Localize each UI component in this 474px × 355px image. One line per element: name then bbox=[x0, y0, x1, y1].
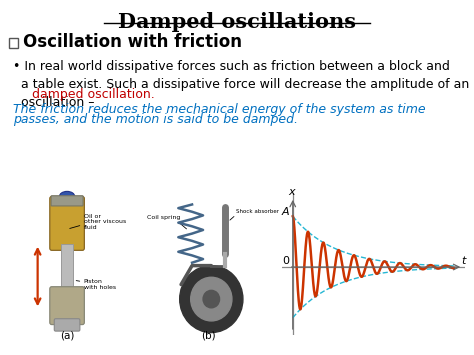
Text: Oil or
other viscous
fluid: Oil or other viscous fluid bbox=[84, 214, 126, 230]
Text: x: x bbox=[288, 187, 295, 197]
Text: 0: 0 bbox=[282, 256, 289, 267]
FancyBboxPatch shape bbox=[50, 196, 84, 250]
Text: A: A bbox=[282, 207, 290, 217]
Circle shape bbox=[203, 290, 219, 308]
Text: passes, and the motion is said to be damped.: passes, and the motion is said to be dam… bbox=[13, 113, 298, 126]
Text: (a): (a) bbox=[60, 331, 74, 340]
FancyBboxPatch shape bbox=[54, 319, 80, 331]
Text: Coil spring: Coil spring bbox=[146, 215, 180, 220]
Text: Piston
with holes: Piston with holes bbox=[84, 279, 116, 290]
Text: The friction reduces the mechanical energy of the system as time: The friction reduces the mechanical ener… bbox=[13, 103, 426, 116]
Text: • In real world dissipative forces such as friction between a block and
  a tabl: • In real world dissipative forces such … bbox=[13, 60, 470, 109]
Circle shape bbox=[191, 277, 232, 321]
Bar bbox=[61, 244, 73, 292]
FancyBboxPatch shape bbox=[50, 287, 84, 324]
Text: t: t bbox=[462, 256, 466, 267]
FancyBboxPatch shape bbox=[9, 38, 18, 48]
Ellipse shape bbox=[59, 191, 75, 202]
Circle shape bbox=[180, 266, 243, 333]
Text: Damped oscillations: Damped oscillations bbox=[118, 12, 356, 32]
Text: damped oscillation.: damped oscillation. bbox=[32, 88, 155, 101]
Text: (b): (b) bbox=[201, 331, 216, 340]
Text: Oscillation with friction: Oscillation with friction bbox=[23, 33, 242, 51]
Text: Shock absorber: Shock absorber bbox=[236, 209, 279, 214]
FancyBboxPatch shape bbox=[51, 196, 83, 206]
